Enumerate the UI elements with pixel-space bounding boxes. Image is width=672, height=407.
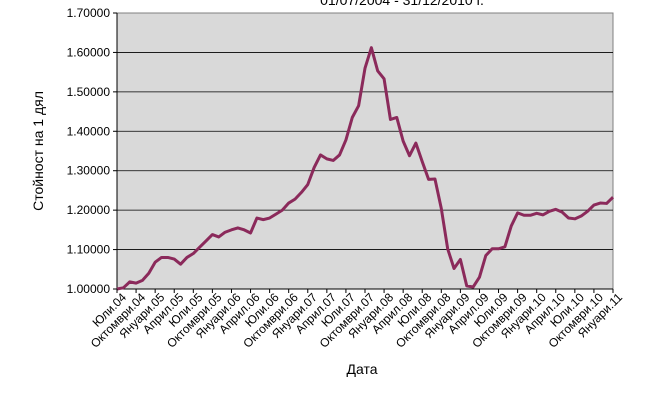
y-tick-label: 1.30000 (67, 164, 111, 178)
plot-area (116, 12, 614, 290)
y-tick-label: 1.00000 (67, 282, 111, 296)
y-tick-label: 1.10000 (67, 243, 111, 257)
y-tick-label: 1.60000 (67, 45, 111, 59)
x-axis-title: Дата (346, 361, 377, 377)
series-line (116, 46, 615, 291)
y-tick-label: 1.70000 (67, 6, 111, 20)
y-axis-title: Стойност на 1 дял (30, 91, 46, 211)
chart-title: 01/07/2004 - 31/12/2010 г. (320, 0, 484, 8)
y-tick-label: 1.40000 (67, 124, 111, 138)
y-tick-label: 1.50000 (67, 85, 111, 99)
y-tick-label: 1.20000 (67, 203, 111, 217)
